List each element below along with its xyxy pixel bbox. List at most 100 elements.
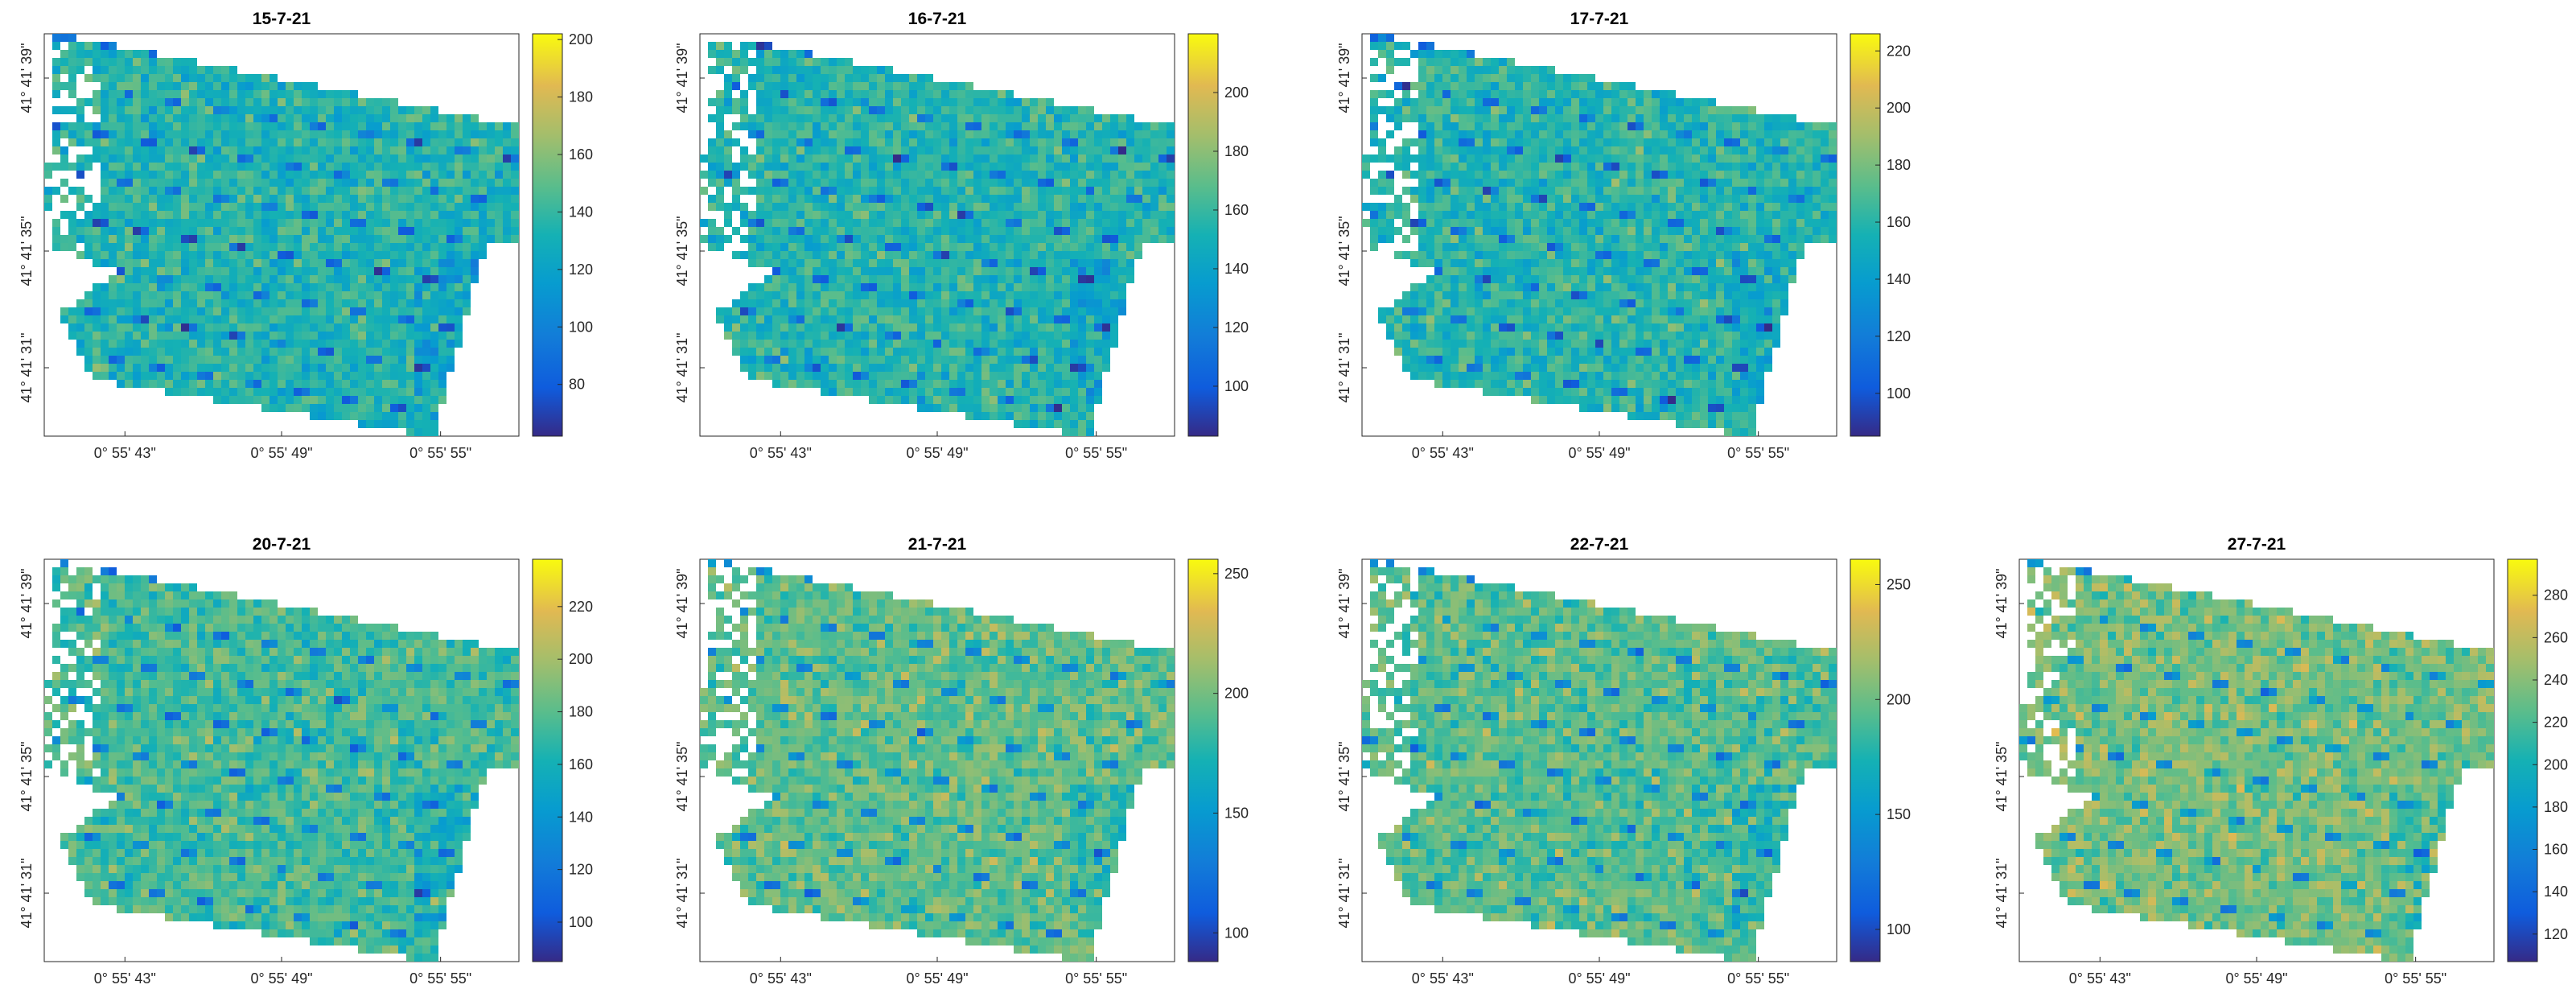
heatmap-cell: [965, 227, 973, 235]
heatmap-cell: [957, 114, 965, 122]
heatmap-cell: [93, 372, 101, 380]
heatmap-cell: [326, 251, 334, 259]
heatmap-cell: [1587, 163, 1595, 171]
heatmap-cell: [829, 307, 837, 315]
heatmap-cell: [294, 259, 302, 267]
heatmap-cell: [374, 251, 382, 259]
heatmap-cell: [1595, 163, 1603, 171]
heatmap-cell: [1054, 404, 1062, 412]
heatmap-cell: [1014, 179, 1022, 187]
heatmap-cell: [358, 219, 366, 227]
heatmap-cell: [772, 106, 780, 114]
heatmap-cell: [796, 323, 804, 332]
heatmap-cell: [52, 219, 60, 227]
heatmap-cell: [716, 154, 724, 163]
heatmap-cell: [821, 122, 829, 130]
heatmap-cell: [229, 146, 237, 154]
heatmap-cell: [398, 356, 406, 364]
heatmap-cell: [125, 307, 133, 315]
heatmap-cell: [885, 267, 893, 275]
heatmap-cell: [1579, 138, 1587, 146]
heatmap-cell: [1030, 187, 1038, 195]
heatmap-cell: [724, 42, 732, 50]
heatmap-cell: [1078, 122, 1086, 130]
heatmap-cell: [109, 299, 117, 307]
heatmap-cell: [1118, 251, 1126, 259]
heatmap-cell: [973, 179, 981, 187]
heatmap-cell: [398, 380, 406, 388]
heatmap-cell: [1062, 283, 1070, 291]
heatmap-cell: [125, 380, 133, 388]
heatmap-cell: [877, 138, 885, 146]
heatmap-cell: [149, 380, 157, 388]
heatmap-cell: [1086, 211, 1094, 219]
heatmap-cell: [1054, 106, 1062, 114]
heatmap-cell: [173, 154, 181, 163]
heatmap-cell: [1086, 388, 1094, 396]
heatmap-cell: [990, 348, 998, 356]
heatmap-cell: [740, 307, 748, 315]
heatmap-cell: [796, 315, 804, 323]
heatmap-cell: [109, 315, 117, 323]
heatmap-cell: [414, 299, 422, 307]
heatmap-cell: [1515, 98, 1523, 106]
heatmap-cell: [1515, 171, 1523, 179]
heatmap-cell: [173, 122, 181, 130]
heatmap-cell: [853, 372, 861, 380]
heatmap-cell: [917, 82, 925, 90]
heatmap-cell: [237, 340, 245, 348]
heatmap-cell: [1499, 138, 1507, 146]
heatmap-cell: [1134, 211, 1142, 219]
heatmap-cell: [1030, 171, 1038, 179]
heatmap-cell: [853, 163, 861, 171]
heatmap-cell: [60, 122, 68, 130]
heatmap-cell: [141, 243, 149, 251]
heatmap-cell: [1062, 219, 1070, 227]
heatmap-cell: [495, 163, 503, 171]
heatmap-cell: [286, 235, 294, 243]
heatmap-cell: [853, 340, 861, 348]
heatmap-cell: [294, 348, 302, 356]
heatmap-cell: [716, 203, 724, 211]
heatmap-cell: [1006, 98, 1014, 106]
heatmap-cell: [933, 163, 941, 171]
heatmap-cell: [1014, 106, 1022, 114]
heatmap-cell: [1038, 348, 1046, 356]
heatmap-cell: [149, 98, 157, 106]
heatmap-cell: [740, 98, 748, 106]
heatmap-cell: [117, 243, 125, 251]
heatmap-cell: [869, 315, 877, 323]
heatmap-cell: [165, 275, 173, 283]
heatmap-cell: [869, 82, 877, 90]
heatmap-cell: [1006, 251, 1014, 259]
heatmap-cell: [1829, 146, 1837, 154]
heatmap-cell: [117, 315, 125, 323]
heatmap-cell: [487, 171, 495, 179]
heatmap-cell: [877, 372, 885, 380]
heatmap-cell: [981, 90, 990, 98]
heatmap-cell: [1442, 74, 1451, 82]
heatmap-cell: [1030, 163, 1038, 171]
heatmap-cell: [189, 154, 197, 163]
heatmap-cell: [796, 98, 804, 106]
heatmap-cell: [487, 195, 495, 203]
heatmap-cell: [1070, 251, 1078, 259]
heatmap-cell: [772, 98, 780, 106]
heatmap-cell: [764, 332, 772, 340]
heatmap-cell: [157, 74, 165, 82]
heatmap-cell: [133, 235, 141, 243]
heatmap-cell: [438, 187, 446, 195]
heatmap-cell: [957, 179, 965, 187]
heatmap-cell: [1110, 154, 1118, 163]
heatmap-cell: [845, 146, 853, 154]
heatmap-cell: [125, 227, 133, 235]
heatmap-cell: [724, 90, 732, 98]
heatmap-cell: [804, 106, 813, 114]
heatmap-cell: [430, 356, 438, 364]
heatmap-cell: [149, 146, 157, 154]
heatmap-cell: [1158, 195, 1167, 203]
heatmap-cell: [294, 323, 302, 332]
heatmap-cell: [764, 348, 772, 356]
heatmap-cell: [101, 235, 109, 243]
heatmap-cell: [181, 90, 189, 98]
